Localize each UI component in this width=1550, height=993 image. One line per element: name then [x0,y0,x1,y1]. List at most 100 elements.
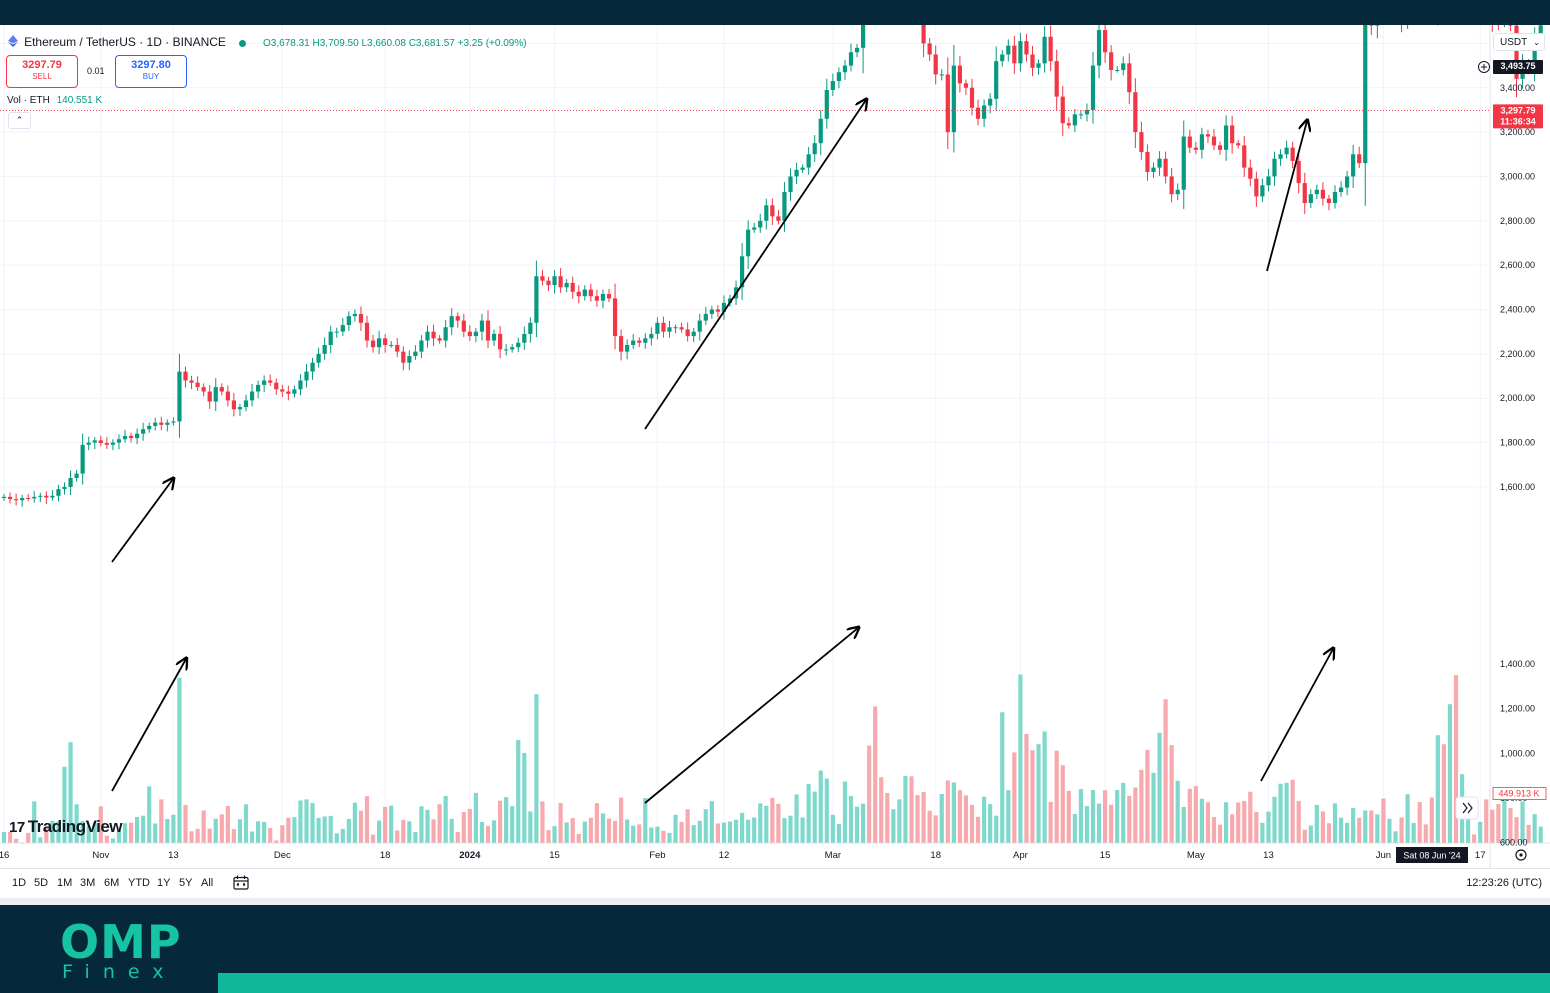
candle [62,486,67,490]
volume-bar [612,820,618,843]
volume-bar [885,792,890,843]
volume-bar [510,806,515,843]
crosshair-date-tag [1396,847,1468,863]
timeframe-5d-button[interactable]: 5D [34,877,49,889]
price-tick-label: 3,400.00 [1500,83,1535,93]
candle [26,497,31,499]
calendar-range-icon[interactable] [233,875,249,890]
candle [401,351,406,363]
volume-bar [1145,749,1150,843]
volume-bar [1302,829,1307,843]
volume-bar [395,830,400,843]
candle [570,282,575,292]
volume-legend: Vol · ETH 140.551 K [7,95,102,106]
timeframe-ytd-button[interactable]: YTD [128,877,150,889]
candle [1272,158,1277,177]
volume-bar [830,814,835,843]
volume-bar [1139,769,1144,843]
time-tick-label: 17 [1475,850,1486,861]
volume-bar [703,809,708,843]
volume-bar [32,801,37,843]
candle [721,302,727,312]
candle [1103,30,1108,53]
candle [195,382,200,388]
symbol-legend: Ethereum / TetherUS · 1D · BINANCE O3,67… [8,35,527,49]
volume-bar [122,823,128,843]
volume-bar [1217,824,1223,843]
volume-bar [909,776,914,843]
candle [80,444,85,474]
chart-area[interactable]: 1,600.00 1,800.00 2,000.00 2,200.00 2,400.00… [0,25,1550,868]
symbol-title[interactable]: Ethereum / TetherUS · 1D · BINANCE [24,35,226,49]
volume-bar [316,817,321,843]
volume-bar [249,831,255,843]
volume-bar [1036,744,1041,843]
timeframe-5y-button[interactable]: 5Y [179,877,193,889]
collapse-legend-button[interactable]: ⌃ [8,112,31,129]
candle [443,327,448,341]
volume-bar [619,797,624,843]
volume-bar [1332,803,1338,843]
volume-bar [419,806,424,843]
timeframe-all-button[interactable]: All [201,877,214,889]
volume-bar [1151,772,1156,843]
timeframe-6m-button[interactable]: 6M [104,877,120,889]
candle [1084,109,1090,115]
tradingview-logo[interactable]: 17 TradingView [9,817,123,837]
volume-bar [982,796,987,843]
ethereum-icon [8,35,18,47]
candle [588,289,593,297]
volume-bar [994,815,999,843]
candle [310,362,315,372]
double-chevron-right-icon [1462,802,1473,814]
candle [243,400,249,408]
last-price-tag-text: 3,297.79 [1500,105,1535,115]
volume-bar [709,801,714,843]
volume-bar [1272,796,1277,843]
candle [963,83,969,88]
settings-gear-icon[interactable] [1515,849,1527,861]
sell-button[interactable]: 3297.79 SELL [6,55,78,88]
volume-bar [346,819,351,843]
volume-bar [1006,790,1011,843]
volume-bar [1030,750,1035,843]
volume-bar [927,810,932,843]
candle [504,349,509,351]
volume-bar [340,828,345,843]
volume-bar [933,815,938,843]
candle [141,429,146,434]
timeframe-1y-button[interactable]: 1Y [157,877,171,889]
buy-button[interactable]: 3297.80 BUY [115,55,187,88]
volume-bar [631,825,636,843]
volume-bar [625,819,630,843]
candle [1024,41,1029,55]
currency-selector[interactable]: USDT ⌄ [1493,33,1545,51]
volume-bar [431,819,436,843]
brand-logo-text: OMP [60,915,182,969]
price-tick-label: 1,800.00 [1500,438,1535,448]
timeframe-1d-button[interactable]: 1D [12,877,27,889]
volume-bar [243,804,249,843]
candle [1115,70,1120,72]
candle [1205,134,1211,137]
volume-bar [328,815,333,843]
chart-plot[interactable]: 1,600.00 1,800.00 2,000.00 2,200.00 2,400.00… [0,25,1550,868]
volume-bar [824,778,829,843]
candle [298,380,303,390]
candle [479,320,485,332]
timeframe-3m-button[interactable]: 3M [80,877,96,889]
volume-bar [110,838,115,843]
volume-bar [237,819,243,843]
volume-bar [951,782,956,843]
buy-price: 3297.80 [131,59,171,71]
candle [262,380,267,385]
candle [498,333,503,350]
time-tick-label: Mar [825,850,841,861]
volume-tick-label: 600.00 [1500,838,1528,848]
timeframe-1m-button[interactable]: 1M [57,877,73,889]
candle [594,296,599,301]
volume-bar [879,777,884,843]
utc-clock[interactable]: 12:23:26 (UTC) [1466,877,1542,889]
volume-bar [473,792,478,843]
candle [655,322,660,334]
